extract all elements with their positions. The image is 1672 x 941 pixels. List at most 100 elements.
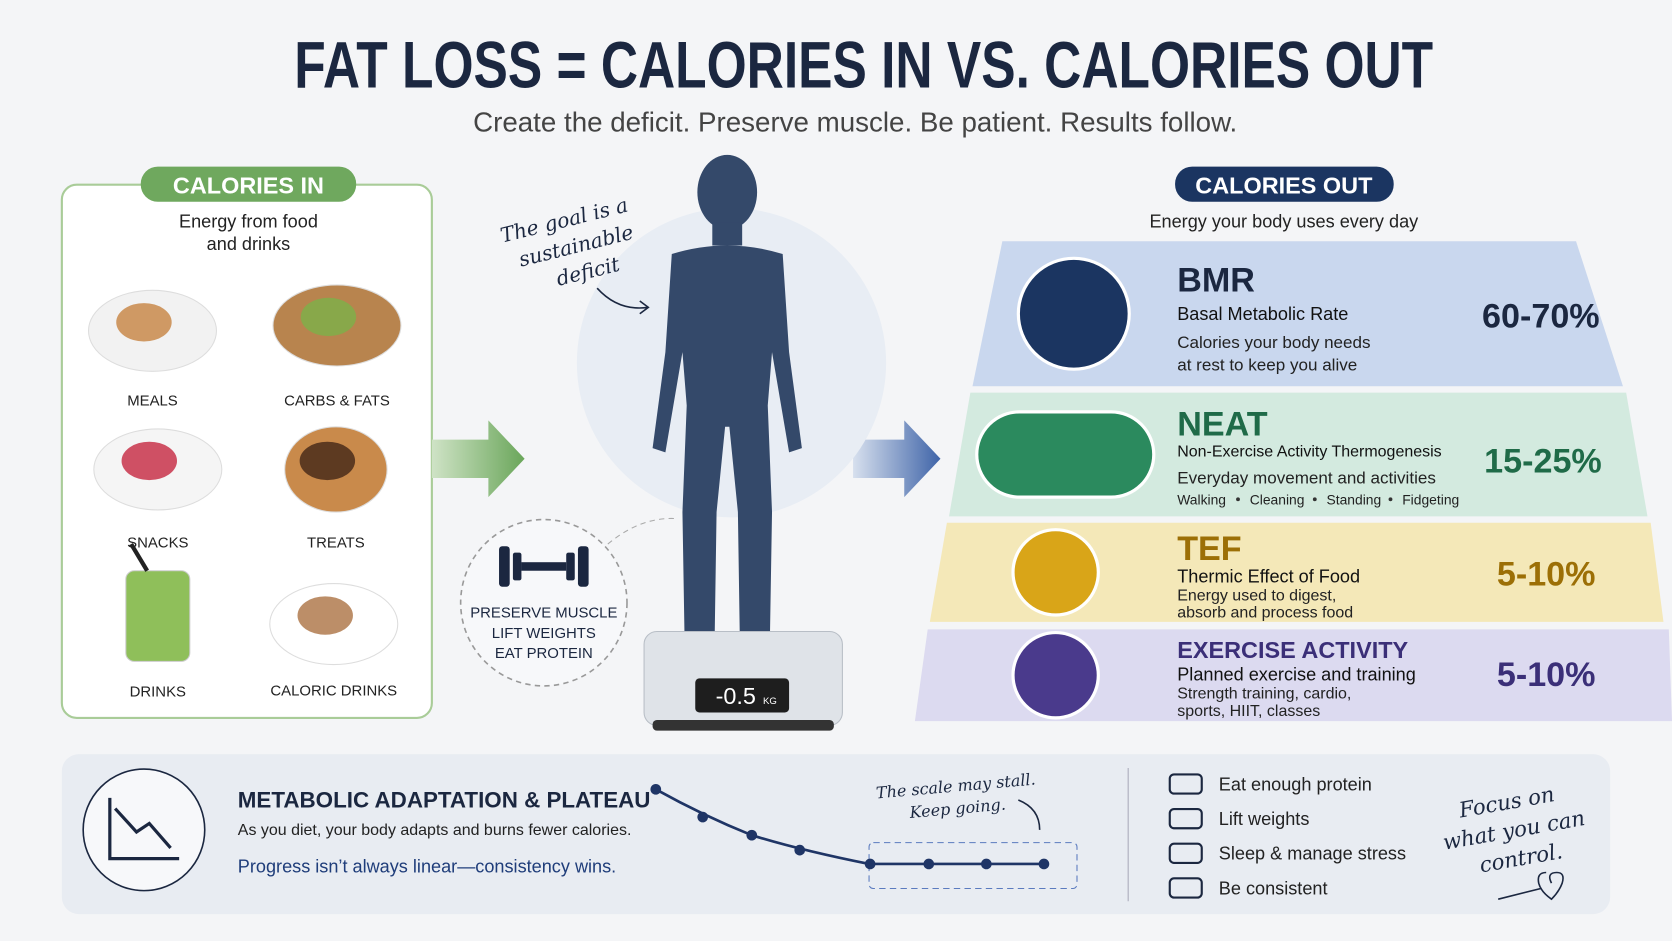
tip-icon: [1168, 807, 1203, 830]
dot: [746, 829, 758, 841]
scale-base: [652, 720, 834, 731]
activity: Cleaning: [1250, 492, 1305, 508]
food-detail: [299, 441, 356, 481]
dot: [650, 784, 662, 795]
scale-unit: KG: [763, 696, 777, 707]
dot: [697, 811, 709, 823]
component-full-name: Non-Exercise Activity Thermogenesis: [1177, 444, 1441, 461]
separator: [1312, 497, 1317, 502]
component-share: 5-10%: [1497, 556, 1596, 594]
component-description: Energy used to digest,: [1177, 588, 1336, 605]
trend-icon: [82, 768, 206, 892]
food-label: MEALS: [127, 392, 178, 409]
component-full-name: Planned exercise and training: [1177, 665, 1416, 685]
calories-in-description: Energy from food: [179, 211, 318, 231]
muscle-line: LIFT WEIGHTS: [492, 625, 596, 642]
tips: Eat enough protein Lift weights Sleep & ma…: [1168, 773, 1406, 899]
straw: [129, 542, 149, 572]
band-icon: [975, 410, 1156, 499]
arrow-in: [431, 420, 525, 498]
bar: [521, 562, 567, 571]
muscle-line: EAT PROTEIN: [495, 645, 593, 662]
component-description: Calories your body needs: [1177, 333, 1370, 352]
activity: Fidgeting: [1402, 492, 1459, 508]
food-detail: [121, 441, 178, 481]
tip: Eat enough protein: [1219, 774, 1372, 794]
band: [929, 522, 1664, 622]
food-icon: [125, 570, 191, 662]
subtitle: Create the deficit. Preserve muscle. Be …: [473, 106, 1237, 137]
dot: [864, 858, 876, 870]
neck: [712, 222, 743, 246]
food-detail: [300, 297, 357, 337]
tip: Sleep & manage stress: [1219, 844, 1406, 864]
component-description: sports, HIIT, classes: [1177, 703, 1320, 720]
trend-icon-lines: [108, 797, 180, 861]
component-name: BMR: [1177, 261, 1255, 299]
dot: [1038, 858, 1050, 870]
activity: Walking: [1177, 492, 1226, 508]
plateau-arrow: [1018, 799, 1041, 830]
footer-title: METABOLIC ADAPTATION & PLATEAU: [238, 787, 651, 812]
food-label: DRINKS: [130, 684, 186, 701]
component-share: 15-25%: [1484, 443, 1602, 481]
tip-icon: [1168, 773, 1203, 795]
dumbbell-icon: [499, 546, 589, 587]
dot: [981, 858, 992, 870]
plateau-dots: [650, 784, 1050, 870]
calories-in-description: and drinks: [207, 234, 291, 254]
muscle-line: PRESERVE MUSCLE: [470, 605, 617, 622]
plate: [577, 546, 589, 587]
scale-reading: -0.5: [716, 683, 756, 709]
food-detail: [297, 596, 353, 635]
tip: Be consistent: [1219, 878, 1328, 898]
calories-out-description: Energy your body uses every day: [1149, 211, 1419, 231]
goal-arrow: [596, 287, 649, 309]
component-description: absorb and process food: [1177, 605, 1353, 622]
goal-arrowhead: [639, 300, 650, 315]
band-icon: [1011, 630, 1100, 720]
calories-out-bands: BMR Basal Metabolic Rate Calories your bod…: [914, 241, 1672, 722]
component-name: EXERCISE ACTIVITY: [1177, 637, 1408, 663]
footer-panel: [61, 754, 1611, 915]
tip: Lift weights: [1219, 809, 1310, 829]
plate: [566, 552, 575, 581]
component-name: TEF: [1177, 530, 1241, 568]
food-detail: [116, 303, 172, 342]
food-label: CARBS & FATS: [284, 392, 390, 409]
tip-icon: [1168, 842, 1203, 864]
food-label: TREATS: [307, 534, 365, 551]
food-items: MEALS CARBS & FATS SNACKS TREATS DRINKS CALOR…: [87, 284, 402, 701]
calories-in-label: CALORIES IN: [173, 172, 324, 198]
food-label: CALORIC DRINKS: [270, 682, 397, 699]
component-name: NEAT: [1177, 405, 1267, 443]
body-figure: [652, 154, 802, 653]
band-icon: [1011, 528, 1100, 617]
footer-highlight: Progress isn’t always linear—consistency…: [238, 857, 616, 877]
head: [697, 154, 758, 230]
activity: Standing: [1327, 492, 1382, 508]
calories-out-label: CALORIES OUT: [1195, 172, 1373, 198]
component-share: 5-10%: [1497, 656, 1596, 694]
component-full-name: Basal Metabolic Rate: [1177, 304, 1348, 324]
food-label: SNACKS: [127, 534, 188, 551]
calories-in-pill: [140, 166, 357, 202]
plate: [512, 552, 522, 581]
component-description: at rest to keep you alive: [1177, 355, 1357, 374]
footer-text: As you diet, your body adapts and burns …: [238, 822, 632, 839]
scale-display: [695, 678, 790, 713]
band: [914, 629, 1672, 722]
component-description: Strength training, cardio,: [1177, 686, 1351, 703]
band-icon: [1016, 256, 1131, 371]
component-description: Everyday movement and activities: [1177, 468, 1436, 487]
dot: [794, 844, 806, 856]
tip-icon: [1168, 877, 1203, 899]
torso-limbs: [652, 245, 802, 653]
plate: [499, 546, 510, 587]
arrow-out: [853, 420, 941, 498]
title: FAT LOSS = CALORIES IN VS. CALORIES OUT: [294, 29, 1433, 103]
component-share: 60-70%: [1482, 298, 1600, 336]
calories-out-pill: [1175, 166, 1394, 202]
heart: [1497, 871, 1564, 901]
